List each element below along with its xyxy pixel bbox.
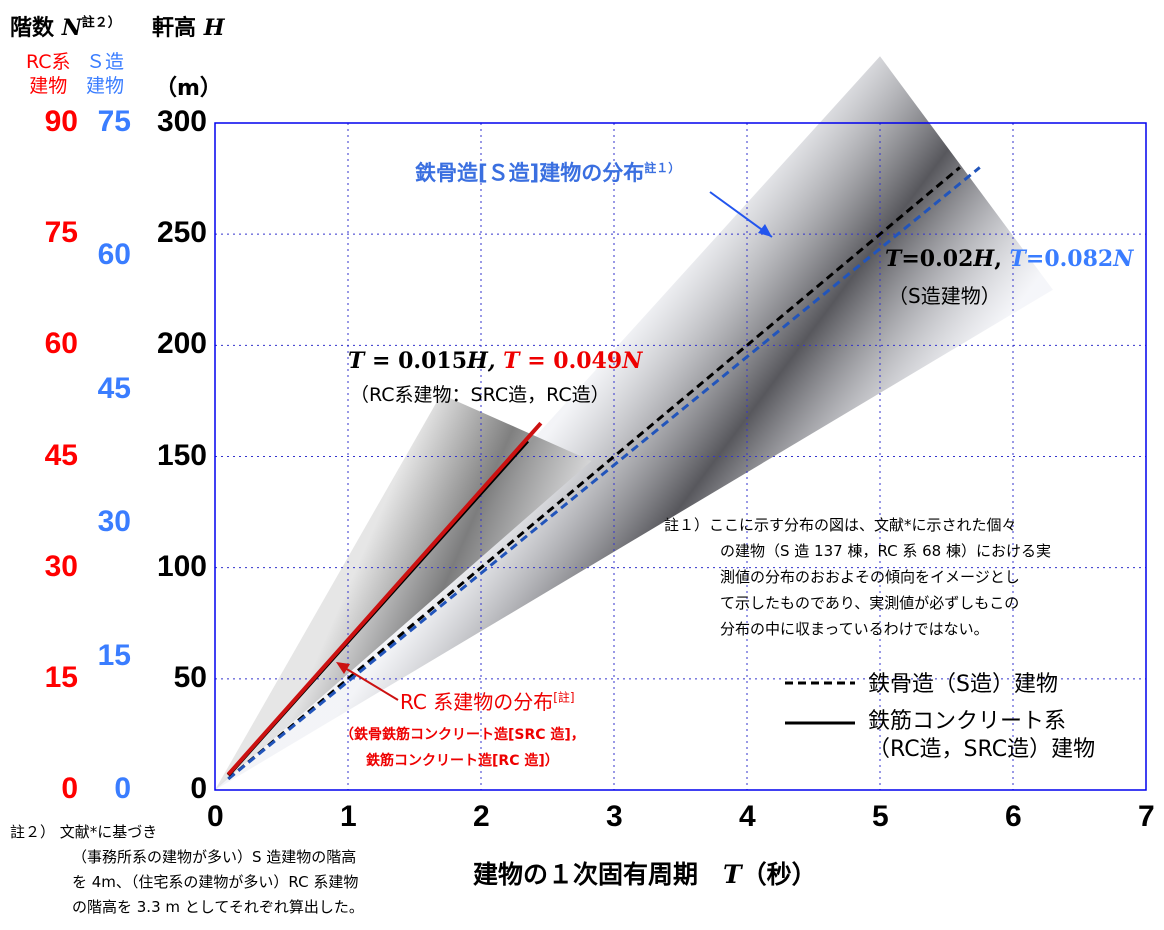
- x-axis-title: 建物の１次固有周期 T（秒）: [473, 860, 817, 889]
- y-tick-label: 250: [156, 216, 207, 250]
- rc-tick-label: 45: [44, 438, 78, 472]
- y-tick-label: 200: [156, 327, 207, 361]
- s-formula-sub: （S造建物）: [888, 284, 1001, 308]
- s-tick-label: 45: [97, 371, 131, 405]
- y-axis-title: 軒高 H: [152, 15, 225, 41]
- rc-distribution-label: RC 系建物の分布[註]: [400, 690, 575, 714]
- note-2: 註２） 文献*に基づき （事務所系の建物が多い）S 造建物の階高 を 4m、（住…: [10, 823, 364, 916]
- x-tick-label: 7: [1138, 800, 1155, 833]
- plot-frame: [214, 122, 1147, 791]
- rc-tick-label: 75: [44, 216, 78, 250]
- legend-item-s: 鉄骨造（S造）建物: [868, 672, 1058, 697]
- rc-formula-sub: （RC系建物：SRC造，RC造）: [350, 384, 610, 406]
- series-line-0: [227, 166, 961, 781]
- x-tick-label: 5: [872, 800, 889, 833]
- rc-dist-arrow: [339, 664, 399, 701]
- rc-tick-label: 30: [44, 549, 78, 583]
- s-tick-label: 60: [97, 238, 131, 272]
- rc-tick-label: 60: [44, 327, 78, 361]
- rc-dist-arrowhead: [336, 662, 350, 674]
- series-line-1: [227, 166, 981, 781]
- x-tick-label: 3: [606, 800, 623, 833]
- s-axis-title: Ｓ造 建物: [86, 51, 125, 97]
- rc-formula: T = 0.015H, T = 0.049N: [348, 348, 643, 374]
- rc-distribution-sub: （鉄骨鉄筋コンクリート造[SRC 造]， 鉄筋コンクリート造[RC 造]）: [340, 727, 585, 769]
- x-tick-label: 6: [1005, 800, 1022, 833]
- y-tick-label: 300: [156, 105, 207, 138]
- s-tick-label: 0: [114, 772, 131, 805]
- rc-tick-label: 15: [44, 660, 78, 694]
- s-formula: T=0.02H, T=0.082N: [885, 246, 1134, 272]
- x-tick-label: 2: [473, 800, 490, 833]
- s-tick-label: 75: [97, 105, 131, 138]
- s-tick-label: 15: [97, 638, 131, 672]
- y-tick-label: 50: [173, 660, 207, 694]
- y-axis-unit: （m）: [155, 76, 222, 101]
- y-tick-label: 150: [156, 438, 207, 472]
- x-tick-label: 4: [739, 800, 756, 833]
- distribution-rc: [215, 394, 592, 790]
- s-tick-label: 30: [97, 505, 131, 539]
- x-tick-label: 0: [207, 800, 224, 833]
- rc-tick-label: 0: [61, 772, 78, 805]
- x-tick-label: 1: [340, 800, 357, 833]
- rc-axis-title: RC系 建物: [26, 51, 71, 97]
- rc-tick-label: 90: [44, 105, 78, 138]
- series-line-3: [226, 421, 543, 776]
- y2-axis-title: 階数 N註２）: [10, 15, 121, 41]
- y-tick-label: 0: [190, 772, 207, 805]
- note-1: 註１）ここに示す分布の図は、文献*に示された個々 の建物（S 造 137 棟，R…: [664, 516, 1051, 638]
- s-distribution-label: 鉄骨造[Ｓ造]建物の分布註１）: [415, 161, 681, 185]
- y-tick-label: 100: [156, 549, 207, 583]
- s-dist-arrowhead: [758, 224, 772, 237]
- legend-item-rc: 鉄筋コンクリート系 （RC造，SRC造）建物: [868, 709, 1096, 762]
